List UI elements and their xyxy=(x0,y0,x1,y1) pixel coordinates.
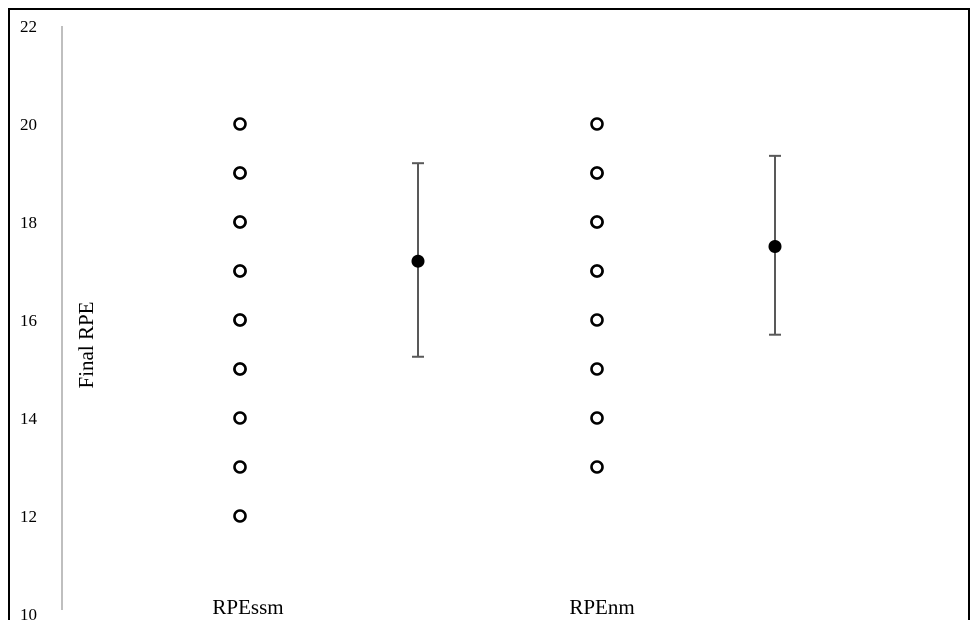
data-point-rpessm-10 xyxy=(233,362,247,376)
data-point-rpenm-8 xyxy=(590,362,604,376)
y-axis-title: Final RPE xyxy=(74,302,98,389)
y-tick-label-10: 10 xyxy=(20,605,37,620)
data-point-rpenm-2 xyxy=(590,166,604,180)
data-point-rpessm-8 xyxy=(233,313,247,327)
data-point-rpessm-4 xyxy=(233,215,247,229)
tick-layer: 10 12 14 16 18 20 22 xyxy=(20,17,38,620)
y-tick-label-20: 20 xyxy=(20,115,37,134)
y-tick-label-22: 22 xyxy=(20,17,37,36)
chart-svg: 10 12 14 16 18 20 22 RPEssm RPEnm Final RPE xyxy=(20,17,782,620)
points-layer xyxy=(233,117,782,523)
y-tick-label-14: 14 xyxy=(20,409,38,428)
y-tick-label-16: 16 xyxy=(20,311,37,330)
chart-frame: 10 12 14 16 18 20 22 RPEssm RPEnm Final RPE xyxy=(8,8,970,620)
data-point-rpenm-6 xyxy=(590,264,604,278)
data-point-rpenm-9 xyxy=(590,411,604,425)
data-point-rpenm-7 xyxy=(590,313,604,327)
y-tick-label-12: 12 xyxy=(20,507,37,526)
data-point-rpessm-0 xyxy=(233,117,247,131)
data-point-rpenm-0 xyxy=(590,117,604,131)
category-label-rpenm: RPEnm xyxy=(569,595,634,619)
data-point-rpessm-13 xyxy=(233,509,247,523)
mean-point-rpessm xyxy=(411,254,425,268)
mean-point-rpenm xyxy=(768,240,782,253)
data-point-rpessm-11 xyxy=(233,411,247,425)
data-point-rpenm-4 xyxy=(590,215,604,229)
y-tick-label-18: 18 xyxy=(20,213,37,232)
data-point-rpessm-2 xyxy=(233,166,247,180)
label-layer: RPEssm RPEnm xyxy=(212,595,634,619)
category-label-rpessm: RPEssm xyxy=(212,595,283,619)
data-point-rpessm-12 xyxy=(233,460,247,474)
data-point-rpessm-6 xyxy=(233,264,247,278)
data-point-rpenm-10 xyxy=(590,460,604,474)
